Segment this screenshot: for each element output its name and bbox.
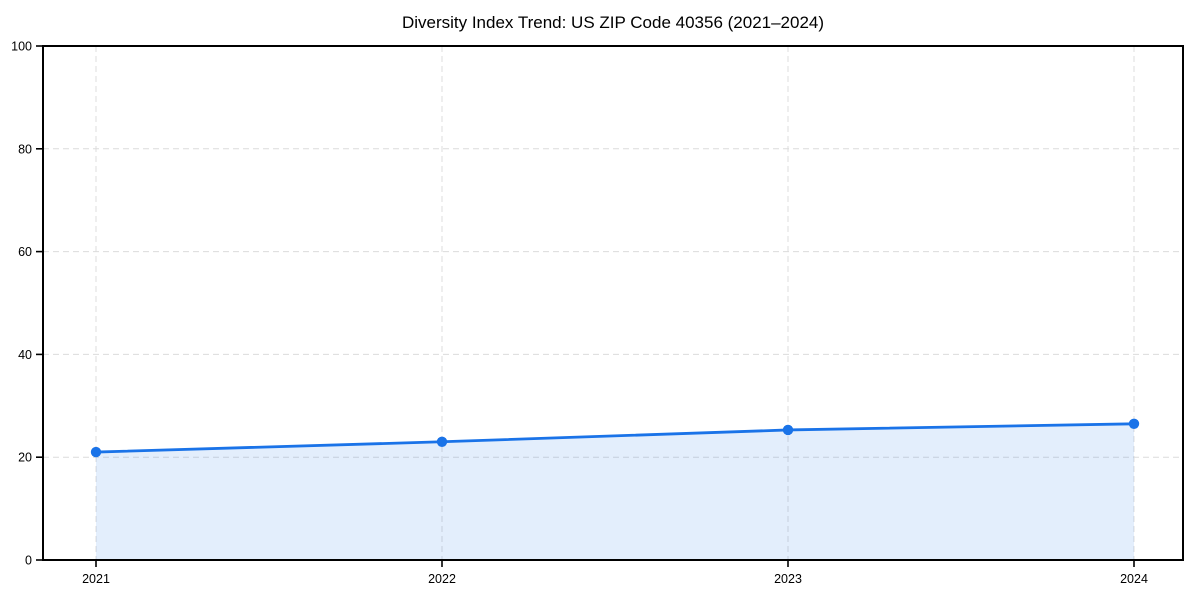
area-fill bbox=[96, 423, 1134, 560]
y-tick-label: 40 bbox=[18, 348, 32, 362]
y-tick-label: 80 bbox=[18, 142, 32, 156]
data-point bbox=[782, 424, 794, 436]
x-tick-label: 2021 bbox=[82, 572, 110, 586]
y-tick-label: 0 bbox=[25, 554, 32, 568]
chart-title: Diversity Index Trend: US ZIP Code 40356… bbox=[401, 13, 825, 32]
data-point bbox=[436, 436, 448, 447]
x-tick-label: 2024 bbox=[1120, 572, 1148, 586]
y-tick-label: 100 bbox=[11, 40, 32, 54]
plot-border bbox=[42, 45, 1184, 561]
data-point bbox=[90, 446, 102, 458]
x-tick-label: 2023 bbox=[774, 572, 802, 586]
data-point bbox=[1128, 418, 1140, 429]
x-tick-label: 2022 bbox=[428, 572, 456, 586]
y-tick-label: 20 bbox=[18, 451, 32, 465]
trend-line bbox=[95, 422, 1135, 454]
y-tick-label: 60 bbox=[18, 245, 32, 259]
